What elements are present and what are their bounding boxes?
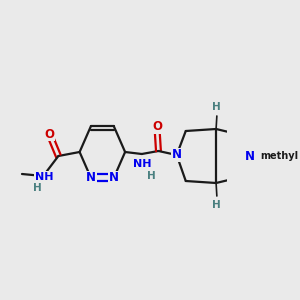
Text: H: H: [146, 171, 155, 181]
Text: O: O: [152, 121, 162, 134]
Text: H: H: [212, 102, 221, 112]
Text: H: H: [212, 200, 221, 210]
Text: methyl: methyl: [261, 151, 299, 161]
Text: O: O: [44, 128, 54, 140]
Text: N: N: [172, 148, 182, 161]
Text: N: N: [244, 149, 254, 163]
Text: NH: NH: [35, 172, 53, 182]
Text: N: N: [109, 172, 119, 184]
Text: N: N: [86, 172, 96, 184]
Text: H: H: [33, 183, 41, 193]
Text: NH: NH: [133, 159, 151, 169]
